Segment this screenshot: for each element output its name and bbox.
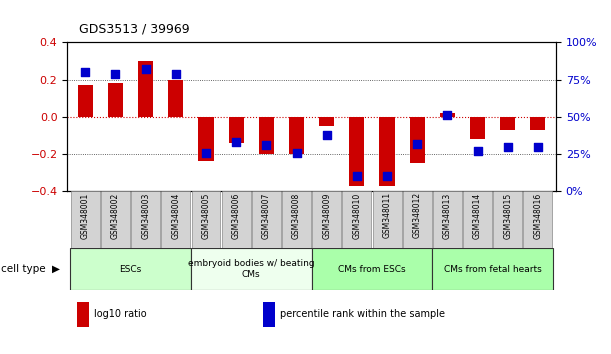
FancyBboxPatch shape — [282, 191, 311, 248]
Text: GSM348003: GSM348003 — [141, 192, 150, 239]
Text: GSM348004: GSM348004 — [171, 192, 180, 239]
Text: GSM348001: GSM348001 — [81, 192, 90, 239]
Text: GSM348009: GSM348009 — [322, 192, 331, 239]
Bar — [530, 117, 546, 130]
Bar — [470, 117, 485, 139]
Bar — [289, 117, 304, 154]
Bar — [500, 117, 515, 130]
Point — [232, 139, 241, 145]
Text: GSM348013: GSM348013 — [443, 192, 452, 239]
FancyBboxPatch shape — [524, 191, 552, 248]
FancyBboxPatch shape — [222, 191, 251, 248]
Point — [141, 67, 150, 72]
Text: ESCs: ESCs — [119, 264, 142, 274]
Point — [533, 144, 543, 149]
Text: GSM348007: GSM348007 — [262, 192, 271, 239]
FancyBboxPatch shape — [493, 191, 522, 248]
FancyBboxPatch shape — [71, 191, 100, 248]
FancyBboxPatch shape — [373, 191, 401, 248]
Point — [352, 173, 362, 179]
Text: GSM348016: GSM348016 — [533, 192, 543, 239]
Text: GSM348010: GSM348010 — [353, 192, 361, 239]
Text: GSM348012: GSM348012 — [412, 192, 422, 238]
Text: embryoid bodies w/ beating
CMs: embryoid bodies w/ beating CMs — [188, 259, 315, 279]
FancyBboxPatch shape — [312, 191, 341, 248]
FancyBboxPatch shape — [101, 191, 130, 248]
Bar — [229, 117, 244, 143]
Point — [171, 71, 181, 76]
Point — [412, 141, 422, 147]
Text: percentile rank within the sample: percentile rank within the sample — [280, 309, 445, 319]
FancyBboxPatch shape — [312, 248, 433, 290]
FancyBboxPatch shape — [433, 191, 462, 248]
Bar — [259, 117, 274, 154]
Point — [322, 132, 332, 137]
FancyBboxPatch shape — [131, 191, 160, 248]
Text: GDS3513 / 39969: GDS3513 / 39969 — [79, 22, 190, 35]
FancyBboxPatch shape — [191, 248, 312, 290]
Bar — [440, 113, 455, 117]
Point — [81, 69, 90, 75]
FancyBboxPatch shape — [191, 191, 221, 248]
Point — [503, 144, 513, 149]
Text: log10 ratio: log10 ratio — [94, 309, 147, 319]
Point — [201, 150, 211, 155]
Text: GSM348015: GSM348015 — [503, 192, 512, 239]
Text: GSM348002: GSM348002 — [111, 192, 120, 239]
Text: GSM348006: GSM348006 — [232, 192, 241, 239]
FancyBboxPatch shape — [342, 191, 371, 248]
Bar — [199, 117, 214, 161]
Point — [262, 142, 271, 148]
Bar — [138, 61, 153, 117]
Bar — [379, 117, 395, 185]
Bar — [263, 302, 275, 327]
Text: GSM348005: GSM348005 — [202, 192, 211, 239]
Bar — [168, 80, 183, 117]
FancyBboxPatch shape — [433, 248, 553, 290]
FancyBboxPatch shape — [161, 191, 190, 248]
FancyBboxPatch shape — [252, 191, 281, 248]
Text: GSM348014: GSM348014 — [473, 192, 482, 239]
Text: CMs from fetal hearts: CMs from fetal hearts — [444, 264, 541, 274]
Bar — [78, 85, 93, 117]
Text: CMs from ESCs: CMs from ESCs — [338, 264, 406, 274]
Bar — [77, 302, 89, 327]
Text: GSM348011: GSM348011 — [382, 192, 392, 238]
FancyBboxPatch shape — [403, 191, 432, 248]
Bar — [319, 117, 334, 126]
Bar — [108, 84, 123, 117]
Bar — [349, 117, 364, 185]
Text: GSM348008: GSM348008 — [292, 192, 301, 239]
Bar — [409, 117, 425, 163]
Point — [382, 173, 392, 179]
Point — [473, 148, 483, 154]
Text: ▶: ▶ — [52, 264, 60, 274]
Point — [442, 113, 452, 118]
FancyBboxPatch shape — [463, 191, 492, 248]
Text: cell type: cell type — [1, 264, 46, 274]
FancyBboxPatch shape — [70, 248, 191, 290]
Point — [291, 150, 301, 155]
Point — [111, 71, 120, 76]
